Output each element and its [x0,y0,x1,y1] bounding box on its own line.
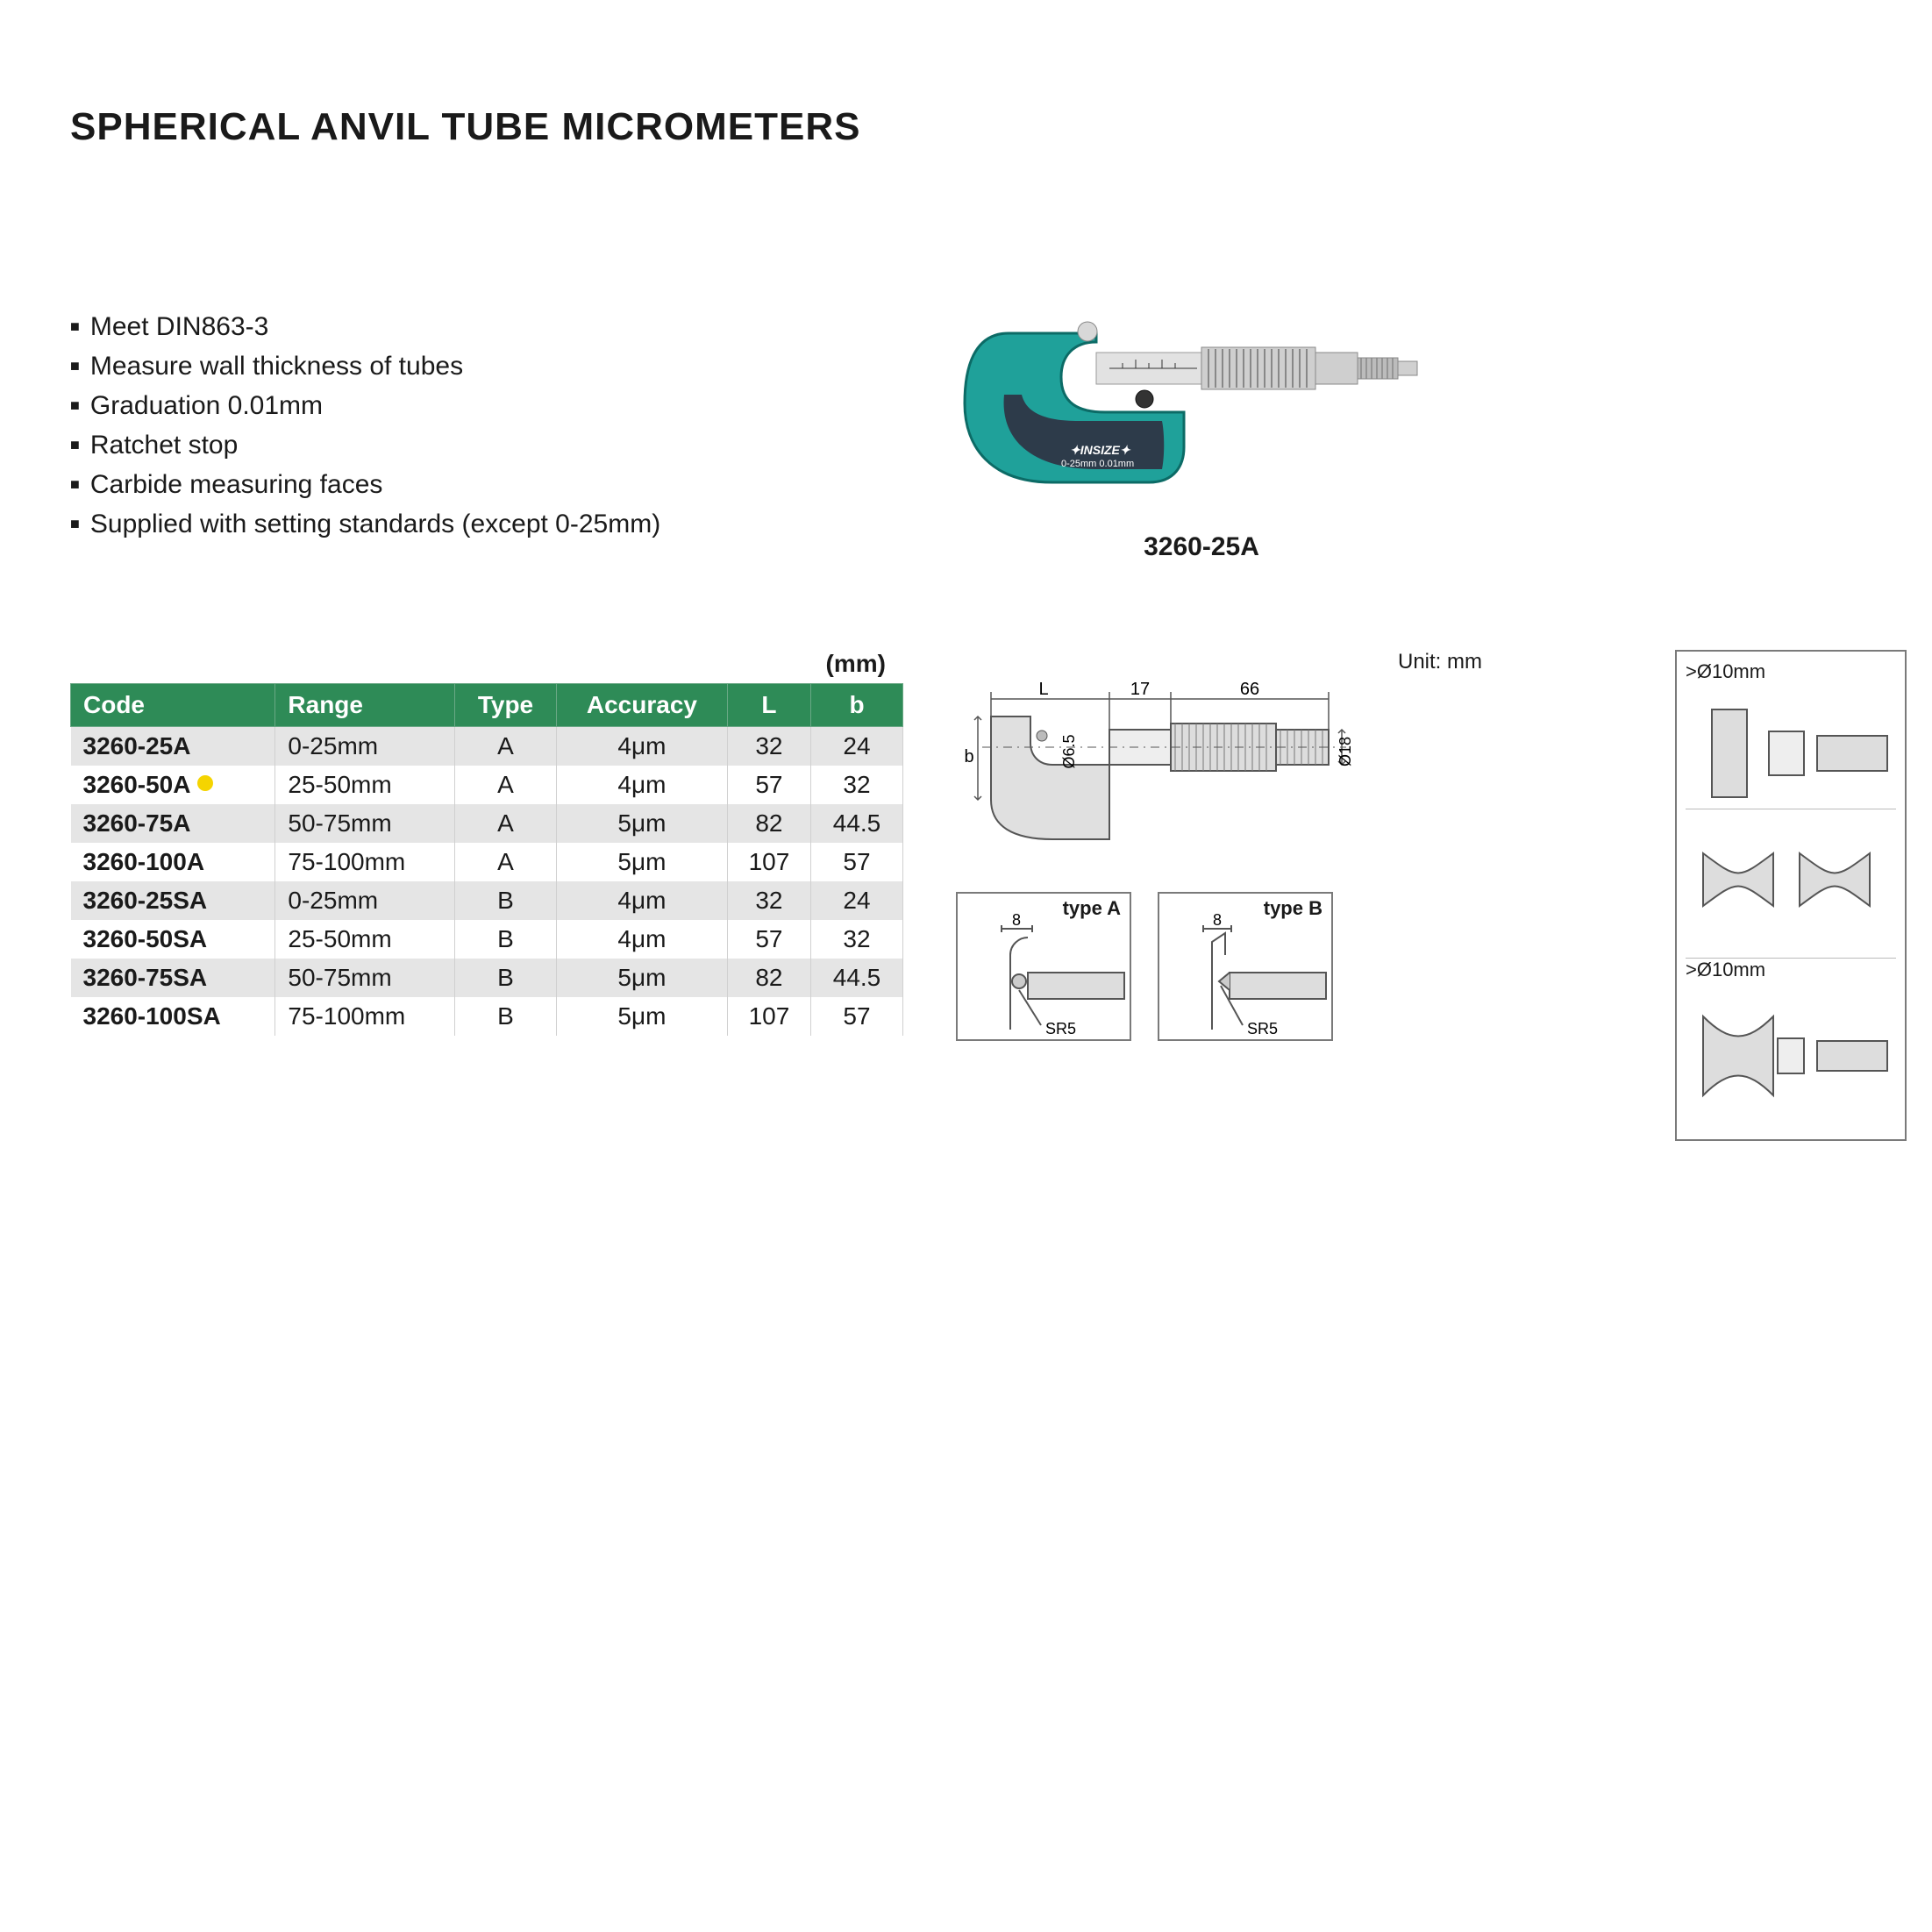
table-cell: 4μm [556,920,727,959]
table-cell: 3260-75SA [71,959,275,997]
table-cell: 107 [727,843,810,881]
table-row: 3260-50SA25-50mmB4μm5732 [71,920,903,959]
table-row: 3260-50A25-50mmA4μm5732 [71,766,903,804]
table-cell: 82 [727,959,810,997]
svg-text:Ø18: Ø18 [1337,737,1354,766]
table-row: 3260-75SA50-75mmB5μm8244.5 [71,959,903,997]
table-cell: 57 [727,920,810,959]
table-cell: 32 [811,766,903,804]
product-caption: 3260-25A [895,532,1508,562]
table-cell: 0-25mm [275,727,455,766]
table-body: 3260-25A0-25mmA4μm32243260-50A25-50mmA4μ… [71,727,903,1037]
table-cell: A [455,766,557,804]
table-header-cell: Range [275,684,455,727]
dimension-diagram: L 17 66 Ø18 Ø6.5 b [956,681,1359,857]
table-cell: B [455,920,557,959]
table-row: 3260-25SA0-25mmB4μm3224 [71,881,903,920]
svg-text:SR5: SR5 [1045,1020,1076,1037]
table-cell: 5μm [556,997,727,1036]
svg-text:Ø6.5: Ø6.5 [1060,734,1078,768]
table-unit-label: (mm) [70,650,903,678]
highlight-dot-icon [197,775,213,791]
table-cell: 57 [811,843,903,881]
table-cell: 3260-50A [71,766,275,804]
lower-section: (mm) CodeRangeTypeAccuracyLb 3260-25A0-2… [70,650,1862,1141]
table-cell: B [455,997,557,1036]
svg-text:✦INSIZE✦: ✦INSIZE✦ [1070,443,1131,457]
table-cell: B [455,959,557,997]
table-cell: 4μm [556,881,727,920]
page-title: SPHERICAL ANVIL TUBE MICROMETERS [70,105,1862,149]
table-cell: 25-50mm [275,920,455,959]
micrometer-illustration: ✦INSIZE✦ 0-25mm 0.01mm [956,307,1447,517]
table-cell: 24 [811,881,903,920]
table-row: 3260-100SA75-100mmB5μm10757 [71,997,903,1036]
table-cell: 57 [727,766,810,804]
table-row: 3260-100A75-100mmA5μm10757 [71,843,903,881]
table-cell: 57 [811,997,903,1036]
type-b-diagram: type B 8 SR5 [1158,892,1333,1041]
table-cell: A [455,843,557,881]
table-cell: 3260-50SA [71,920,275,959]
diagrams-column: Unit: mm [956,650,1622,1041]
table-cell: 3260-25A [71,727,275,766]
spec-table: CodeRangeTypeAccuracyLb 3260-25A0-25mmA4… [70,683,903,1036]
table-cell: 75-100mm [275,843,455,881]
table-cell: 24 [811,727,903,766]
table-cell: 5μm [556,959,727,997]
feature-item: Carbide measuring faces [70,465,789,504]
svg-text:0-25mm 0.01mm: 0-25mm 0.01mm [1061,459,1134,469]
table-header-cell: L [727,684,810,727]
svg-text:17: 17 [1130,681,1150,699]
table-cell: 3260-75A [71,804,275,843]
table-cell: 44.5 [811,959,903,997]
svg-text:SR5: SR5 [1247,1020,1278,1037]
table-header-cell: Type [455,684,557,727]
svg-text:8: 8 [1012,911,1021,929]
table-cell: 107 [727,997,810,1036]
table-cell: B [455,881,557,920]
table-cell: 25-50mm [275,766,455,804]
table-cell: 50-75mm [275,959,455,997]
table-cell: 3260-100SA [71,997,275,1036]
upper-section: Meet DIN863-3Measure wall thickness of t… [70,307,1862,562]
feature-list: Meet DIN863-3Measure wall thickness of t… [70,307,789,544]
table-cell: 4μm [556,727,727,766]
table-cell: 32 [727,881,810,920]
table-cell: 3260-25SA [71,881,275,920]
diagram-unit-note: Unit: mm [956,650,1622,674]
feature-item: Meet DIN863-3 [70,307,789,346]
table-header-cell: b [811,684,903,727]
table-header-cell: Code [71,684,275,727]
table-row: 3260-25A0-25mmA4μm3224 [71,727,903,766]
product-figure: ✦INSIZE✦ 0-25mm 0.01mm [895,307,1508,562]
table-cell: 5μm [556,843,727,881]
table-cell: 32 [727,727,810,766]
feature-item: Supplied with setting standards (except … [70,504,789,544]
svg-text:b: b [964,747,973,766]
svg-text:66: 66 [1240,681,1259,699]
table-header-cell: Accuracy [556,684,727,727]
table-cell: A [455,804,557,843]
type-a-diagram: type A 8 SR5 [956,892,1131,1041]
feature-item: Graduation 0.01mm [70,386,789,425]
svg-text:L: L [1038,681,1048,699]
feature-item: Ratchet stop [70,425,789,465]
table-cell: 44.5 [811,804,903,843]
table-cell: 0-25mm [275,881,455,920]
svg-text:8: 8 [1213,911,1222,929]
spec-table-wrap: (mm) CodeRangeTypeAccuracyLb 3260-25A0-2… [70,650,903,1036]
table-cell: 3260-100A [71,843,275,881]
table-cell: 4μm [556,766,727,804]
table-cell: 32 [811,920,903,959]
table-cell: 82 [727,804,810,843]
table-cell: A [455,727,557,766]
feature-item: Measure wall thickness of tubes [70,346,789,386]
table-cell: 75-100mm [275,997,455,1036]
table-cell: 5μm [556,804,727,843]
table-cell: 50-75mm [275,804,455,843]
application-sidebox: >Ø10mm >Ø10mm [1675,650,1907,1141]
table-row: 3260-75A50-75mmA5μm8244.5 [71,804,903,843]
table-header-row: CodeRangeTypeAccuracyLb [71,684,903,727]
